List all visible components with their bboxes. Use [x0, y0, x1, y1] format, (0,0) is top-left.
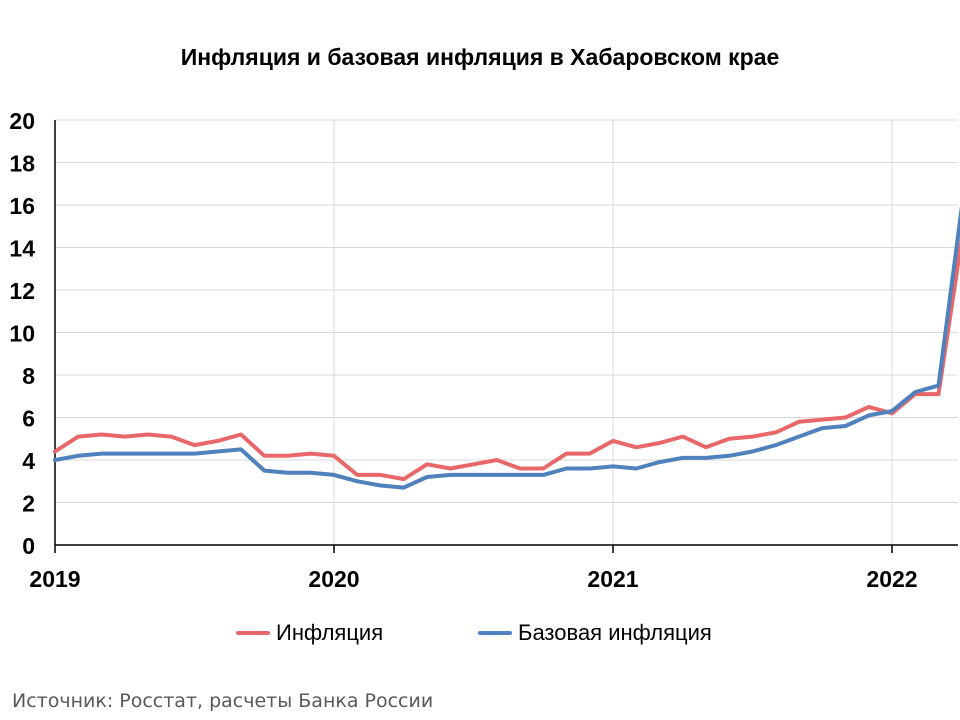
x-tick-label: 2021 — [587, 566, 638, 592]
y-tick-label: 18 — [9, 151, 35, 177]
legend: Инфляция Базовая инфляция — [0, 620, 960, 650]
source-note: Источник: Росстат, расчеты Банка России — [12, 690, 434, 712]
x-tick-label: 2019 — [29, 566, 80, 592]
y-tick-label: 2 — [22, 491, 35, 517]
legend-label-inflation: Инфляция — [276, 620, 384, 645]
legend-swatch-core-inflation — [478, 631, 512, 635]
y-tick-label: 8 — [22, 363, 35, 389]
y-tick-label: 6 — [22, 406, 35, 432]
y-tick-label: 10 — [9, 321, 35, 347]
y-tick-label: 12 — [9, 278, 35, 304]
y-tick-label: 4 — [22, 448, 35, 474]
legend-item-inflation: Инфляция — [236, 620, 383, 646]
legend-item-core-inflation: Базовая инфляция — [478, 620, 712, 646]
legend-label-core-inflation: Базовая инфляция — [518, 620, 712, 645]
x-tick-label: 2022 — [866, 566, 917, 592]
y-tick-label: 20 — [9, 108, 35, 134]
y-tick-label: 16 — [9, 193, 35, 219]
legend-swatch-inflation — [236, 631, 270, 635]
series-line-inflation — [53, 238, 960, 482]
chart-title: Инфляция и базовая инфляция в Хабаровско… — [180, 44, 780, 70]
series-line-core-inflation — [53, 206, 960, 490]
y-tick-label: 0 — [22, 533, 35, 559]
x-tick-label: 2020 — [308, 566, 359, 592]
y-tick-label: 14 — [9, 236, 35, 262]
